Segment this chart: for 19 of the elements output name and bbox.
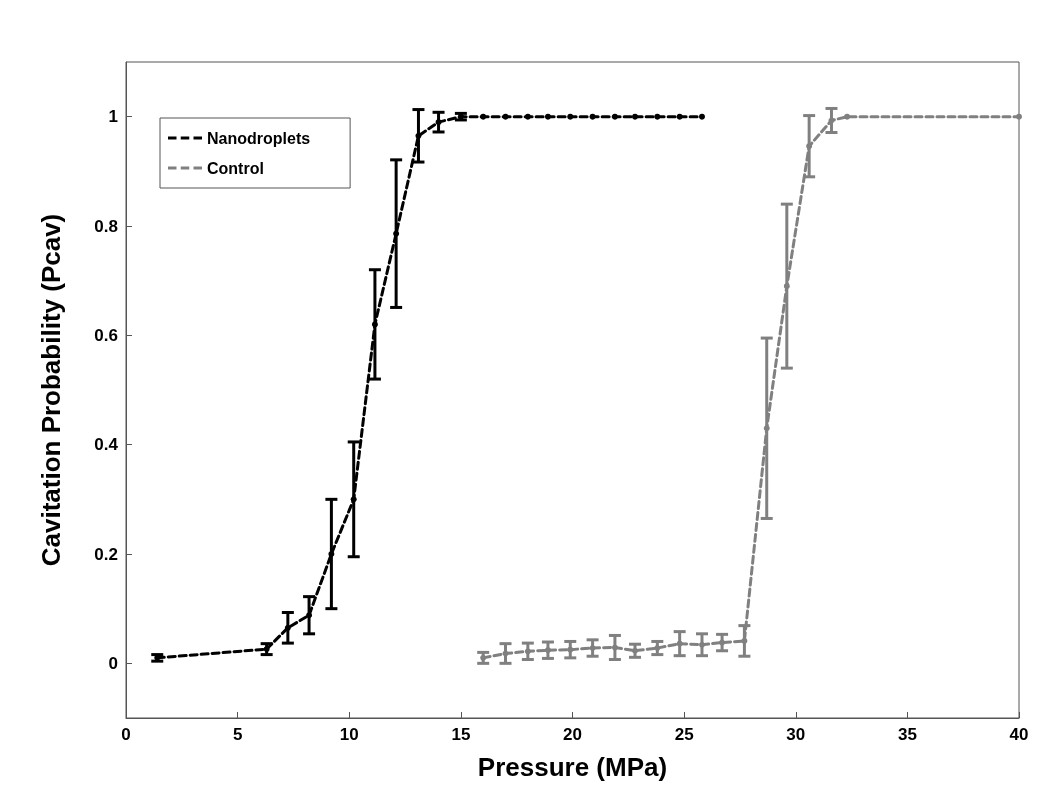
x-tick-label: 0: [121, 725, 131, 744]
y-tick-label: 0.8: [94, 216, 118, 236]
y-tick-label: 0: [108, 653, 118, 673]
y-axis-title: Cavitation Probability (Pcav): [36, 213, 66, 567]
legend-label: Control: [207, 159, 264, 177]
legend-label: Nanodroplets: [207, 129, 311, 147]
y-tick-label: 1: [108, 107, 118, 127]
x-axis-title: Pressure (MPa): [477, 752, 668, 782]
y-tick-label: 0.6: [94, 325, 118, 345]
x-tick-label: 40: [1009, 725, 1029, 744]
x-tick-label: 20: [563, 725, 582, 744]
x-tick-label: 15: [451, 725, 471, 744]
x-tick-label: 10: [339, 725, 359, 744]
x-tick-label: 25: [674, 725, 694, 744]
x-tick-label: 35: [897, 725, 917, 744]
x-tick-label: 5: [232, 725, 243, 744]
y-tick-label: 0.4: [94, 435, 119, 455]
x-tick-label: 30: [786, 725, 806, 744]
y-tick-label: 0.2: [94, 544, 118, 564]
